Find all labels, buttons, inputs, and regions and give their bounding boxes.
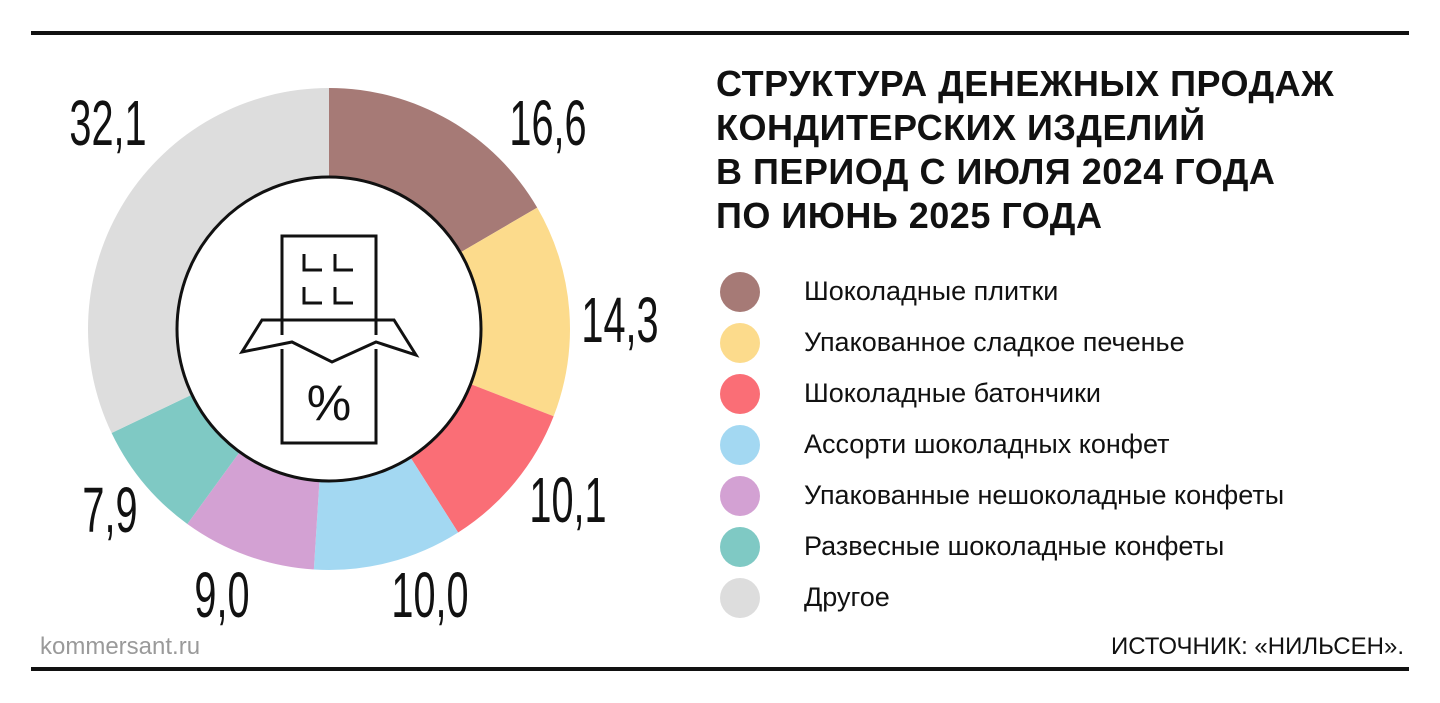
inner-circle — [175, 175, 483, 483]
legend-item: Шоколадные батончики — [720, 368, 1284, 419]
chocolate-bar-icon: % — [238, 234, 420, 445]
legend-item: Упакованные нешоколадные конфеты — [720, 470, 1284, 521]
title-line: ПО ИЮНЬ 2025 ГОДА — [716, 195, 1103, 236]
slice-value-label: 14,3 — [581, 285, 658, 356]
title-line: КОНДИТЕРСКИХ ИЗДЕЛИЙ — [716, 107, 1206, 148]
donut-chart: % 16,6 14,3 10,1 10,0 9,0 7,9 32,1 — [69, 88, 659, 631]
legend-swatch — [720, 475, 760, 516]
legend-label: Упакованное сладкое печенье — [804, 327, 1185, 357]
top-rule — [31, 31, 1409, 35]
donut-slice — [313, 457, 459, 570]
legend-item: Ассорти шоколадных конфет — [720, 419, 1284, 470]
legend-label: Другое — [804, 582, 890, 612]
title-line: В ПЕРИОД С ИЮЛЯ 2024 ГОДА — [716, 151, 1276, 192]
legend-label: Ассорти шоколадных конфет — [804, 429, 1170, 459]
chart-title: СТРУКТУРА ДЕНЕЖНЫХ ПРОДАЖ КОНДИТЕРСКИХ И… — [716, 62, 1396, 238]
legend-item: Другое — [720, 572, 1284, 623]
legend-item: Развесные шоколадные конфеты — [720, 521, 1284, 572]
slice-value-label: 16,6 — [509, 88, 586, 159]
legend-item: Шоколадные плитки — [720, 266, 1284, 317]
legend-label: Шоколадные плитки — [804, 276, 1059, 306]
slice-value-label: 7,9 — [82, 475, 137, 546]
bottom-rule — [31, 667, 1409, 671]
slice-value-label: 9,0 — [194, 560, 249, 631]
donut-slice — [329, 88, 538, 253]
donut-slice — [460, 207, 570, 417]
donut-slice — [410, 384, 554, 533]
percent-sign: % — [307, 375, 351, 431]
legend-swatch — [720, 322, 760, 363]
donut-slice — [88, 88, 329, 433]
legend-label: Шоколадные батончики — [804, 378, 1101, 408]
legend-label: Упакованные нешоколадные конфеты — [804, 480, 1285, 510]
legend-swatch — [720, 577, 760, 618]
legend-item: Упакованное сладкое печенье — [720, 317, 1284, 368]
slice-value-label: 10,0 — [391, 560, 468, 631]
legend-swatch — [720, 373, 760, 414]
site-credit: kommersant.ru — [40, 633, 201, 660]
donut-slice — [187, 451, 320, 570]
slice-value-label: 10,1 — [529, 465, 606, 536]
legend-swatch — [720, 271, 760, 312]
donut-slice — [111, 394, 240, 524]
legend-swatch — [720, 424, 760, 465]
legend-swatch — [720, 526, 760, 567]
legend: Шоколадные плитки Упакованное сладкое печ… — [720, 266, 1284, 623]
legend-label: Развесные шоколадные конфеты — [804, 531, 1225, 561]
slice-value-label: 32,1 — [69, 88, 146, 159]
source-note: ИСТОЧНИК: «НИЛЬСЕН». — [1111, 633, 1404, 660]
title-line: СТРУКТУРА ДЕНЕЖНЫХ ПРОДАЖ — [716, 63, 1335, 104]
